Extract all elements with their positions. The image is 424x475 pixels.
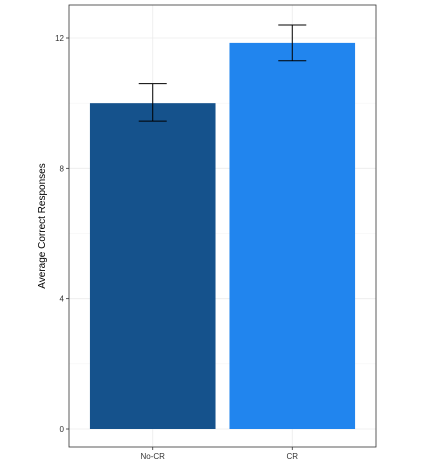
y-tick-label: 4 [60, 295, 65, 304]
bar-cr [229, 42, 356, 429]
y-tick-label: 0 [60, 425, 65, 434]
x-tick-label: CR [286, 452, 298, 461]
error-bar-cr [278, 24, 307, 62]
x-axis-ticks: No-CR CR [141, 447, 298, 461]
y-tick-label: 8 [60, 164, 65, 173]
plot-border [68, 4, 377, 448]
y-tick-label: 12 [55, 34, 64, 43]
bar-no-cr [89, 103, 216, 430]
y-axis-title: Average Correct Responses [37, 163, 48, 288]
error-bars [138, 24, 307, 122]
bars [89, 42, 356, 430]
error-bar-no-cr [138, 83, 167, 122]
y-axis-ticks: 0 4 8 12 [55, 34, 69, 434]
x-tick-label: No-CR [141, 452, 166, 461]
